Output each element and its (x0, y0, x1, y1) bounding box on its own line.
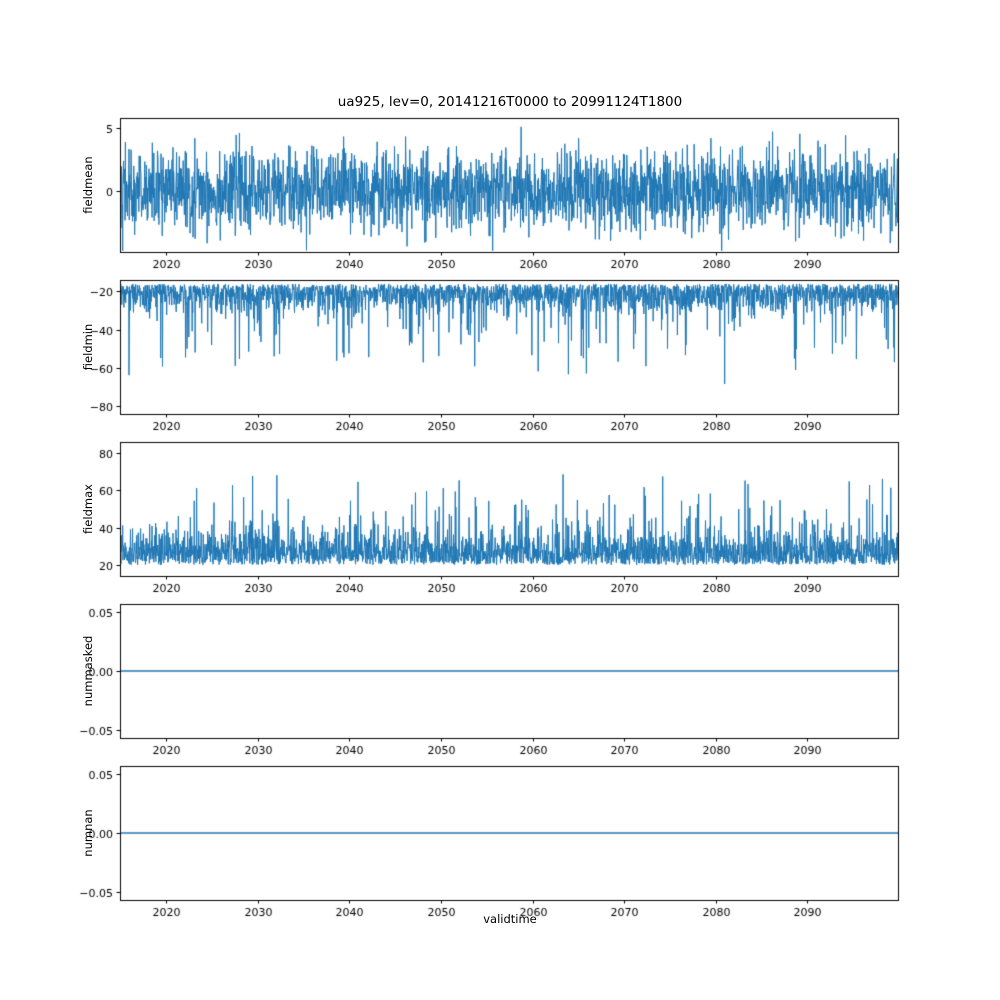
xaxis-label: validtime (483, 912, 537, 926)
ylabel-fieldmean: fieldmean (81, 156, 95, 214)
figure-title: ua925, lev=0, 20141216T0000 to 20991124T… (337, 94, 683, 110)
ylabel-fieldmin: fieldmin (81, 323, 95, 371)
ylabel-numnan: numnan (81, 809, 95, 857)
ylabel-nummasked: nummasked (81, 635, 95, 707)
ylabel-fieldmax: fieldmax (81, 484, 95, 534)
